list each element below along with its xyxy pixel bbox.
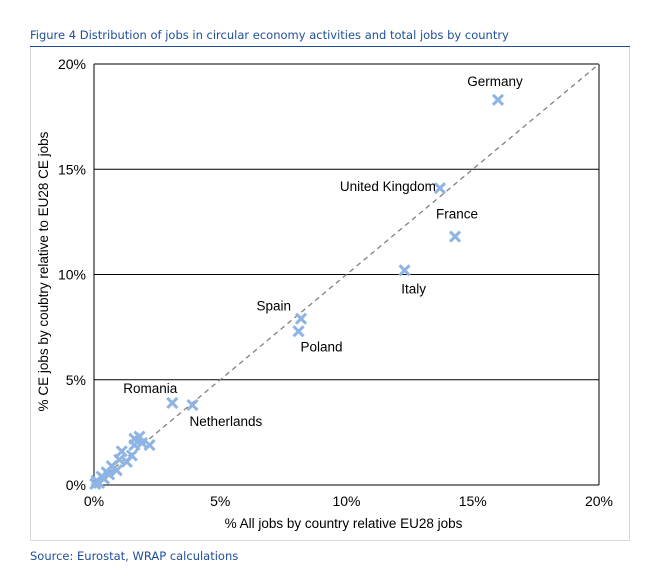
point-france <box>449 230 462 243</box>
annotation-france: France <box>436 207 478 222</box>
tick-labels: 0% 5% 10% 15% 20% 0% 5% 10% 15% 20% <box>58 56 613 509</box>
x-tick-label: 0% <box>84 493 104 509</box>
x-marker-stroke <box>398 264 411 277</box>
x-tick-label: 10% <box>332 493 360 509</box>
x-marker-stroke <box>166 396 179 409</box>
point-spain <box>294 312 308 325</box>
annotation-poland: Poland <box>301 339 343 354</box>
x-tick-label: 15% <box>459 493 487 509</box>
x-marker-stroke <box>449 230 462 243</box>
point-romania <box>166 396 179 409</box>
annotation-spain: Spain <box>257 299 292 314</box>
annotation-germany: Germany <box>467 74 523 89</box>
point-poland <box>292 325 305 338</box>
x-marker-stroke <box>491 93 505 106</box>
x-marker-stroke <box>433 182 446 195</box>
data-point <box>115 445 128 458</box>
data-point <box>89 477 102 491</box>
chart-frame <box>30 47 630 541</box>
x-marker-stroke <box>186 398 199 412</box>
parity-line <box>93 63 600 486</box>
title-rule <box>30 46 630 47</box>
point-italy <box>398 264 411 277</box>
y-tick-label: 10% <box>58 267 86 283</box>
figure-title: Figure 4 Distribution of jobs in circula… <box>30 28 509 42</box>
y-tick-label: 5% <box>66 372 86 388</box>
x-tick-label: 5% <box>210 493 230 509</box>
x-marker-stroke <box>89 477 102 491</box>
annotation-netherlands: Netherlands <box>189 414 262 429</box>
x-marker-stroke <box>294 312 308 325</box>
y-tick-label: 0% <box>66 477 86 493</box>
x-marker-stroke <box>292 325 305 338</box>
point-netherlands <box>186 398 199 412</box>
annotation-italy: Italy <box>401 281 426 296</box>
x-marker-stroke <box>135 436 149 449</box>
point-united-kingdom <box>433 182 446 195</box>
data-point <box>128 438 141 452</box>
y-tick-label: 20% <box>58 56 86 72</box>
x-marker-stroke <box>115 445 128 458</box>
x-marker-stroke <box>128 438 141 452</box>
y-axis-label: % CE jobs by coubtry relative to EU28 CE… <box>36 131 51 411</box>
point-germany <box>491 93 505 106</box>
data-points <box>89 93 505 491</box>
x-tick-label: 20% <box>585 493 613 509</box>
y-tick-label: 15% <box>58 161 86 177</box>
source-note: Source: Eurostat, WRAP calculations <box>30 549 239 563</box>
x-axis-label: % All jobs by country relative EU28 jobs <box>225 516 463 531</box>
annotation-united-kingdom: United Kingdom <box>340 179 436 194</box>
annotation-romania: Romania <box>123 381 178 396</box>
